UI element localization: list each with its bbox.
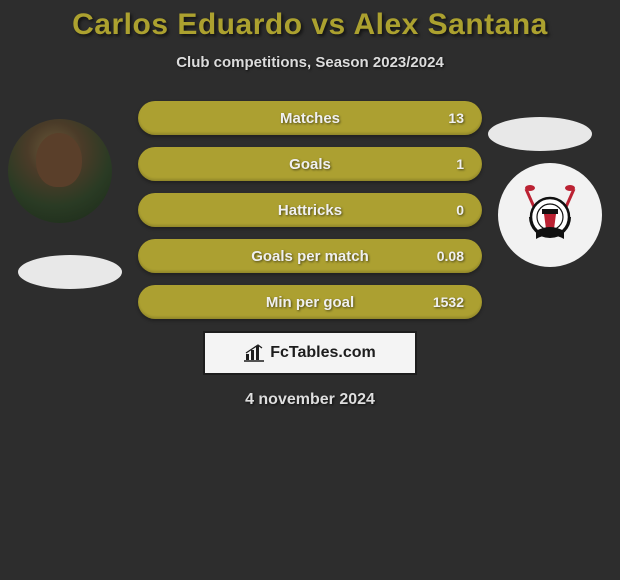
stat-row-hattricks: Hattricks 0: [138, 193, 482, 227]
stat-row-min-per-goal: Min per goal 1532: [138, 285, 482, 319]
comparison-panel: Matches 13 Goals 1 Hattricks 0 Goals per…: [0, 101, 620, 409]
stat-label: Goals per match: [251, 248, 369, 265]
player-right-oval: [488, 117, 592, 151]
date-text: 4 november 2024: [0, 391, 620, 409]
stat-row-matches: Matches 13: [138, 101, 482, 135]
subtitle: Club competitions, Season 2023/2024: [0, 54, 620, 71]
stat-value: 0.08: [437, 248, 464, 264]
stat-value: 0: [456, 202, 464, 218]
stat-value: 1: [456, 156, 464, 172]
stat-label: Hattricks: [278, 202, 342, 219]
stat-label: Matches: [280, 110, 340, 127]
stats-list: Matches 13 Goals 1 Hattricks 0 Goals per…: [138, 101, 482, 319]
stat-row-goals: Goals 1: [138, 147, 482, 181]
page-title: Carlos Eduardo vs Alex Santana: [0, 0, 620, 42]
stat-value: 1532: [433, 294, 464, 310]
corinthians-crest-icon: [516, 181, 584, 249]
bar-chart-icon: [244, 344, 266, 362]
player-right-badge: [498, 163, 602, 267]
player-left-avatar: [8, 119, 112, 223]
brand-box[interactable]: FcTables.com: [203, 331, 417, 375]
player-left-oval: [18, 255, 122, 289]
stat-row-goals-per-match: Goals per match 0.08: [138, 239, 482, 273]
stat-value: 13: [448, 110, 464, 126]
stat-label: Min per goal: [266, 294, 354, 311]
brand-text: FcTables.com: [270, 344, 376, 362]
stat-label: Goals: [289, 156, 331, 173]
